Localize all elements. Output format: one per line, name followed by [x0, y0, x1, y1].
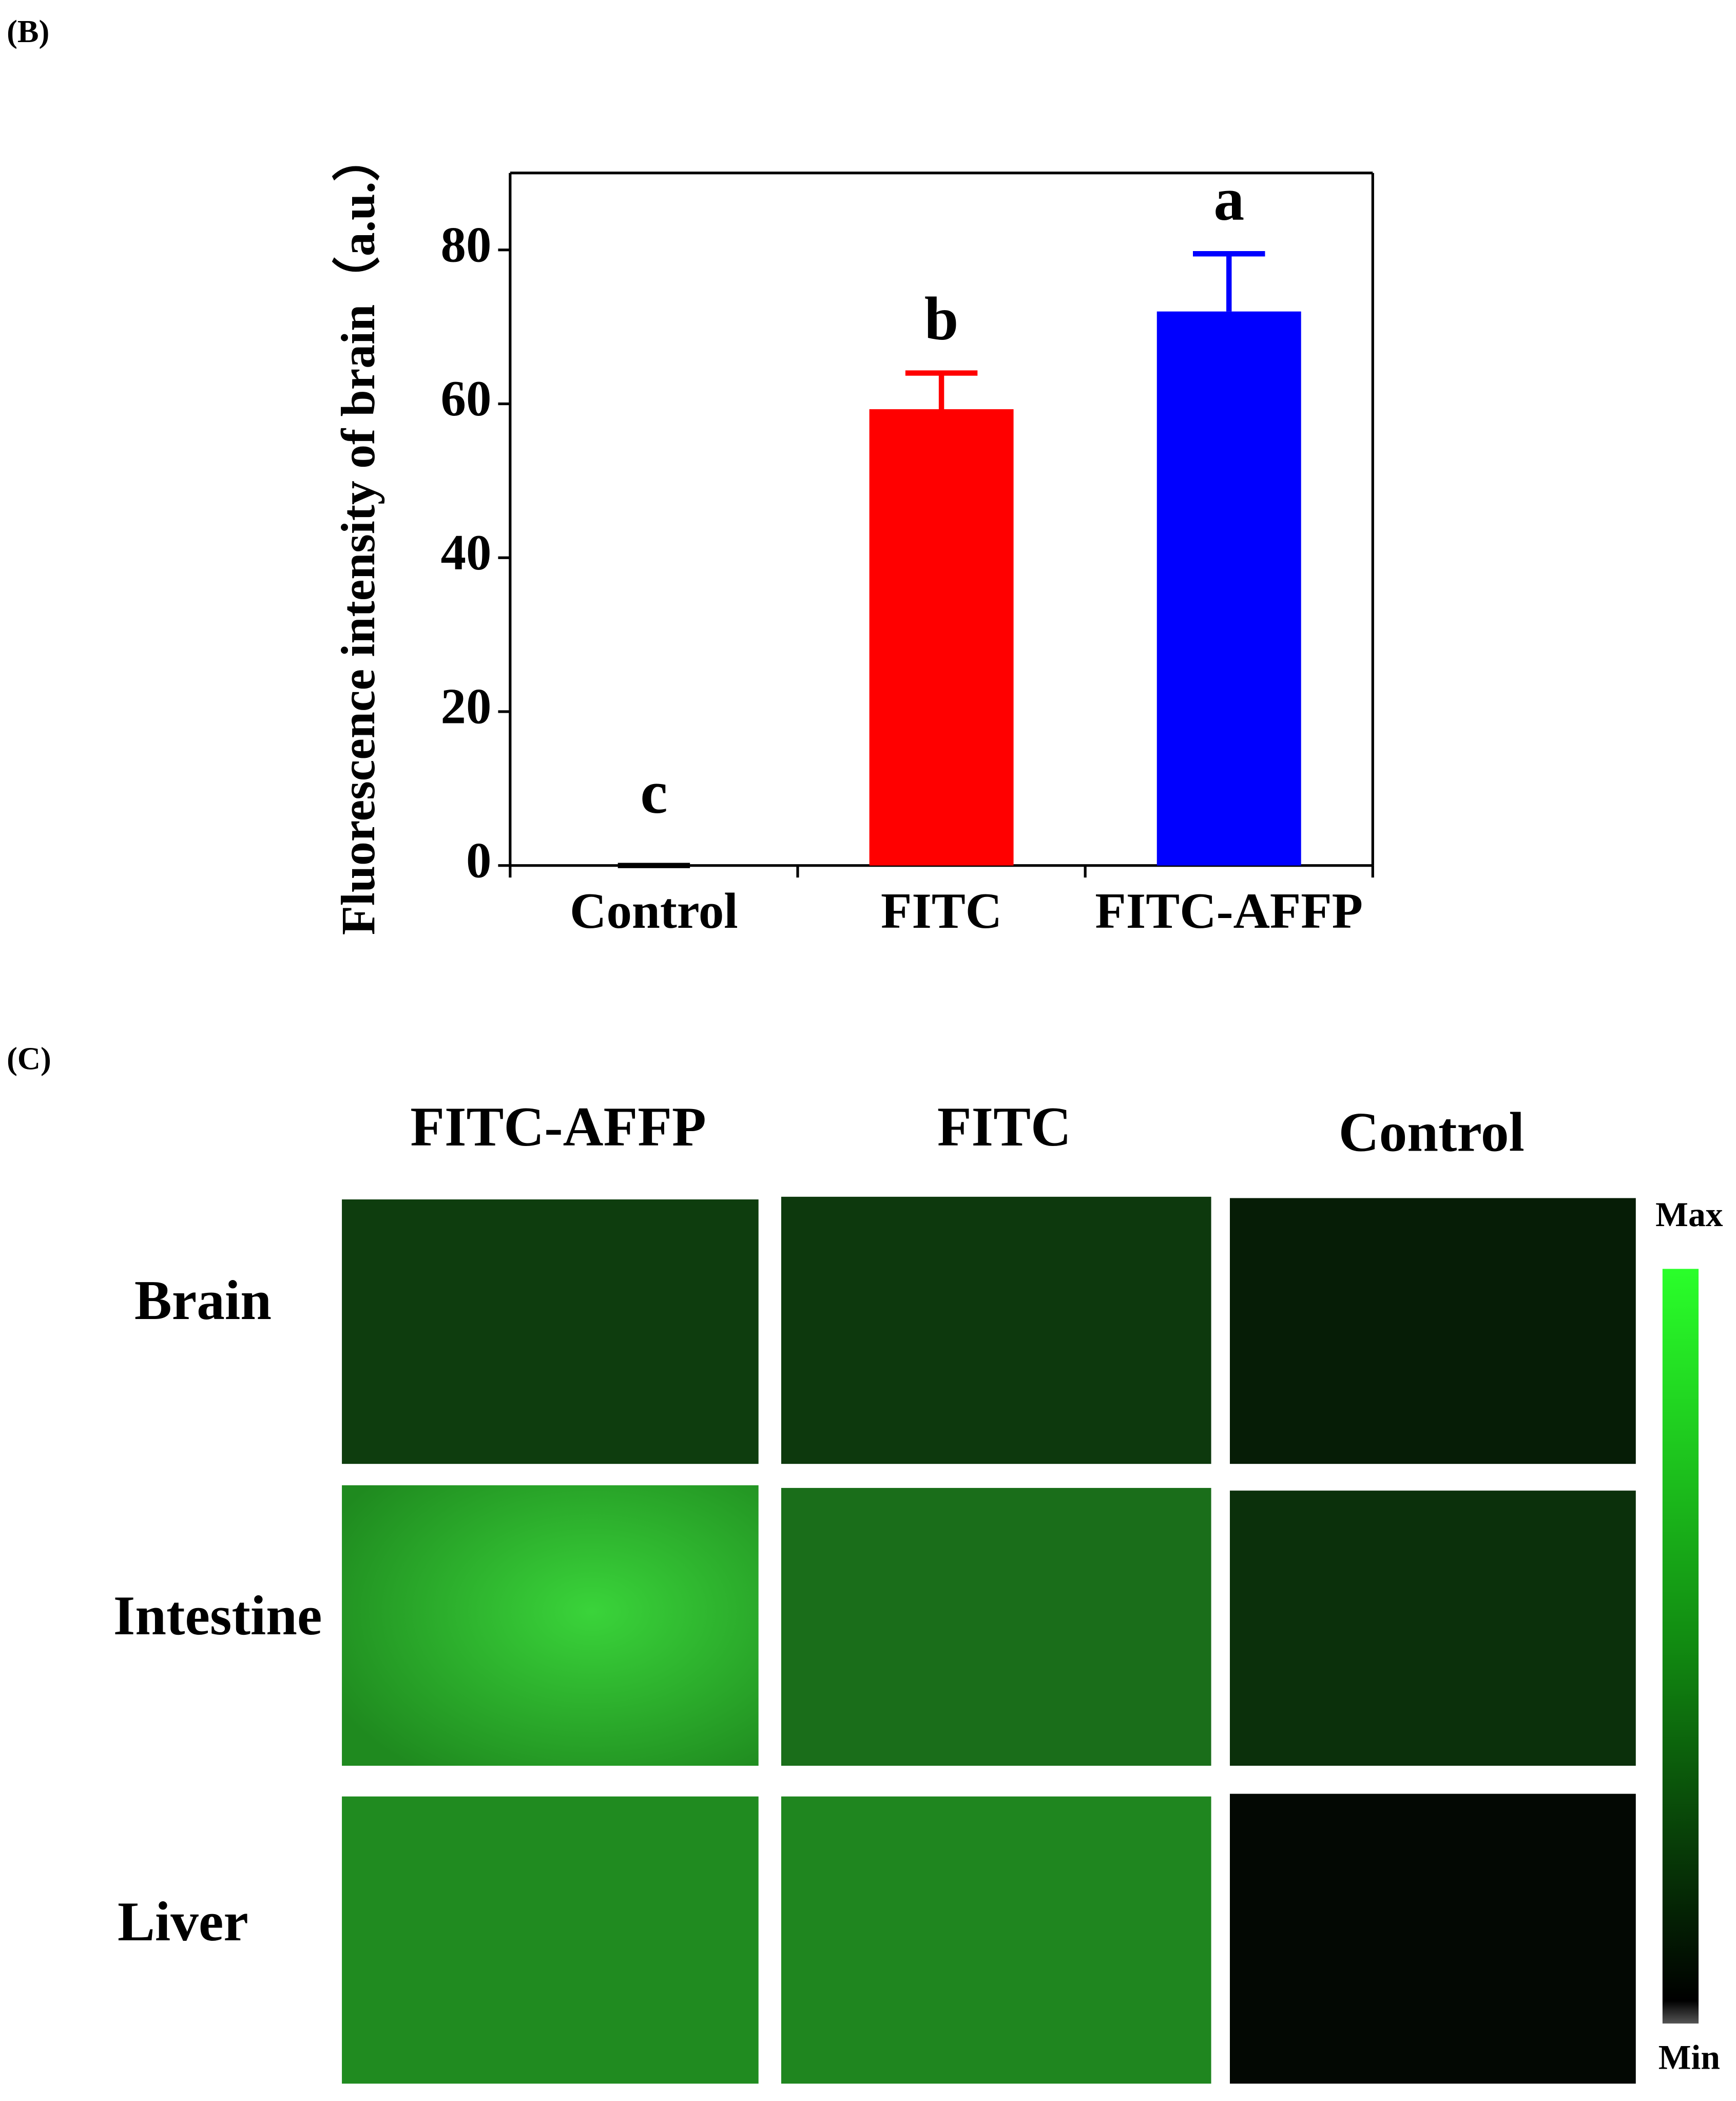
image: [342, 1199, 759, 1464]
y-tick-label: 80: [441, 217, 492, 273]
image: [781, 1196, 1211, 1464]
color-scale: [1662, 1269, 1699, 2024]
panel-label: (C): [7, 1040, 51, 1076]
image: [1229, 1793, 1636, 2084]
micrographs: [342, 1196, 1636, 2084]
scale-max-label: Max: [1655, 1195, 1723, 1234]
column-label: Control: [1339, 1101, 1525, 1163]
image: [342, 1485, 759, 1766]
bar: [1156, 311, 1301, 866]
significance-letter: a: [1213, 165, 1244, 233]
image: [1229, 1198, 1636, 1464]
bar: [869, 409, 1014, 866]
error-bar: [1193, 251, 1265, 312]
image: [342, 1796, 759, 2084]
row-label: Intestine: [113, 1584, 322, 1647]
y-tick-label: 20: [441, 679, 492, 735]
image: [781, 1796, 1211, 2084]
significance-letter: b: [924, 284, 959, 352]
x-tick-label: FITC-AFFP: [1095, 883, 1363, 939]
x-tick-label: FITC: [881, 883, 1002, 939]
column-label: FITC: [937, 1096, 1071, 1158]
y-tick-label: 40: [441, 525, 492, 581]
image: [781, 1487, 1211, 1766]
y-axis-label: Fluorescence intensity of brain（a.u.）: [332, 133, 385, 935]
x-tick-label: Control: [570, 883, 738, 939]
scale-min-label: Min: [1658, 2038, 1720, 2076]
row-label: Liver: [118, 1890, 248, 1953]
y-tick-label: 60: [441, 371, 492, 427]
significance-letter: c: [640, 758, 667, 826]
row-label: Brain: [134, 1269, 272, 1331]
image: [1229, 1491, 1636, 1766]
y-tick-label: 0: [466, 832, 491, 888]
error-bar: [905, 370, 978, 409]
column-label: FITC-AFFP: [410, 1096, 706, 1158]
panel-label: (B): [7, 13, 49, 49]
